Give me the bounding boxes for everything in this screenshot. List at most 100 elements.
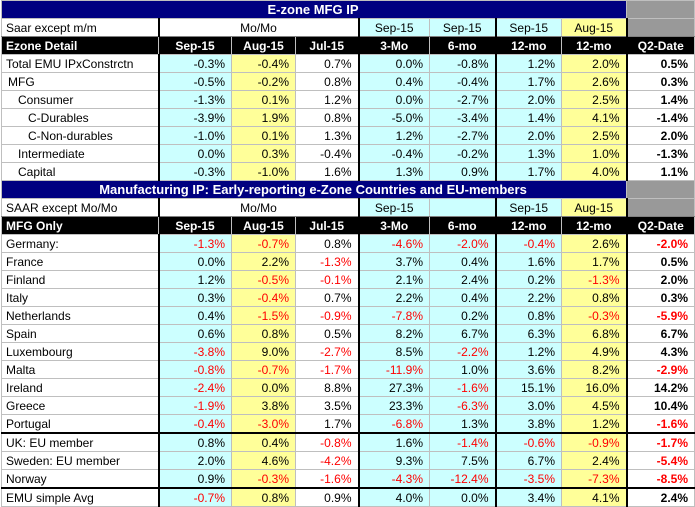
row-value: -1.7% — [295, 360, 360, 379]
row-value: 0.9% — [429, 162, 497, 181]
row-value: 14.2% — [626, 378, 695, 397]
row-label: EMU simple Avg — [1, 487, 160, 507]
row-value: -0.8% — [158, 360, 232, 379]
table-row: Netherlands 0.4% -1.5% -0.9% -7.8% 0.2% 0.8% -0… — [1, 306, 695, 325]
row-value: 0.1% — [231, 126, 296, 145]
row-value: -1.7% — [626, 432, 695, 452]
table-row: MFG -0.5% -0.2% 0.8% 0.4% -0.4% 1.7% 2.6% 0.3% — [1, 72, 695, 91]
row-value: 1.4% — [626, 90, 695, 109]
table-row: Italy 0.3% -0.4% 0.7% 2.2% 0.4% 2.2% 0.8% 0.3% — [1, 288, 695, 307]
row-value: 1.6% — [358, 432, 430, 452]
row-value: -0.3% — [231, 469, 296, 489]
row-value: 0.0% — [231, 378, 296, 397]
row-label: Finland — [1, 270, 160, 289]
row-value: 0.0% — [158, 252, 232, 271]
row-value: 0.4% — [429, 288, 497, 307]
row-value: 0.4% — [358, 72, 430, 91]
row-value: 2.5% — [561, 126, 628, 145]
row-value: -2.4% — [158, 378, 232, 397]
column-header: Aug-15 — [231, 216, 296, 235]
row-value: 2.2% — [231, 252, 296, 271]
row-value: 1.0% — [561, 144, 628, 163]
table-row: Capital -0.3% -1.0% 1.6% 1.3% 0.9% 1.7% 4.0% 1.1… — [1, 162, 695, 181]
row-value: -2.7% — [429, 90, 497, 109]
row-label: C-Non-durables — [1, 126, 160, 145]
row-value: -2.0% — [626, 234, 695, 253]
row-value: 4.9% — [561, 342, 628, 361]
row-value: 0.4% — [158, 306, 232, 325]
column-header: 6-mo — [429, 36, 497, 55]
row-label: Total EMU IPxConstrctn — [1, 54, 160, 73]
row-value: 3.5% — [295, 396, 360, 415]
row-value: -1.3% — [295, 252, 360, 271]
row-value: 2.2% — [358, 288, 430, 307]
row-value: 0.8% — [295, 72, 360, 91]
row-value: 6.7% — [495, 451, 562, 470]
header-12mo-date-2: Aug-15 — [561, 198, 628, 217]
row-value: -2.9% — [626, 360, 695, 379]
row-label: Germany: — [1, 234, 160, 253]
column-header: Q2-Date — [626, 216, 695, 235]
row-value: 6.7% — [626, 324, 695, 343]
row-value: 9.3% — [358, 451, 430, 470]
row-value: -0.5% — [231, 270, 296, 289]
row-value: 0.2% — [495, 270, 562, 289]
row-value: -0.4% — [495, 234, 562, 253]
table-row: Finland 1.2% -0.5% -0.1% 2.1% 2.4% 0.2% -1.3% 2.… — [1, 270, 695, 289]
row-value: -1.0% — [158, 126, 232, 145]
table-row: France 0.0% 2.2% -1.3% 3.7% 0.4% 1.6% 1.7% 0.5% — [1, 252, 695, 271]
row-value: 1.7% — [295, 414, 360, 434]
row-value: 0.8% — [295, 234, 360, 253]
row-value: 0.0% — [158, 144, 232, 163]
row-value: -1.6% — [626, 414, 695, 434]
row-value: 1.2% — [561, 414, 628, 434]
column-header: Jul-15 — [295, 216, 360, 235]
row-value: 2.6% — [561, 72, 628, 91]
row-value: -2.0% — [429, 234, 497, 253]
row-label: Spain — [1, 324, 160, 343]
column-header: Q2-Date — [626, 36, 695, 55]
row-label: Capital — [1, 162, 160, 181]
row-value: 4.3% — [626, 342, 695, 361]
row-label: Greece — [1, 396, 160, 415]
table-row: UK: EU member 0.8% 0.4% -0.8% 1.6% -1.4% -0.6%… — [1, 432, 695, 452]
header-6mo-date — [429, 198, 497, 217]
row-value: -0.3% — [158, 54, 232, 73]
row-value: 6.8% — [561, 324, 628, 343]
table-row: Greece -1.9% 3.8% 3.5% 23.3% -6.3% 3.0% 4.5% 10.… — [1, 396, 695, 415]
row-value: -1.3% — [158, 234, 232, 253]
row-value: 3.6% — [495, 360, 562, 379]
header-label: SAAR except Mo/Mo — [1, 198, 160, 217]
row-value: 6.3% — [495, 324, 562, 343]
column-header-label: Ezone Detail — [1, 36, 159, 55]
row-value: 0.1% — [231, 90, 296, 109]
header-3mo-date: Sep-15 — [358, 198, 430, 217]
row-value: -0.7% — [231, 234, 296, 253]
row-label: Malta — [1, 360, 160, 379]
row-value: 0.5% — [295, 324, 360, 343]
row-value: -3.9% — [158, 108, 232, 127]
row-value: 8.2% — [358, 324, 430, 343]
row-value: 2.0% — [626, 270, 695, 289]
row-value: -0.4% — [358, 144, 430, 163]
row-value: -6.8% — [358, 414, 430, 434]
row-value: 1.2% — [495, 342, 562, 361]
column-header-row: MFG Only Sep-15 Aug-15 Jul-15 3-Mo 6-mo 12-mo 1… — [1, 216, 695, 235]
row-value: 3.7% — [358, 252, 430, 271]
row-value: -7.8% — [358, 306, 430, 325]
row-value: 0.8% — [158, 432, 232, 452]
row-value: -0.4% — [429, 72, 497, 91]
table-row: Norway 0.9% -0.3% -1.6% -4.3% -12.4% -3.5% -7.3… — [1, 469, 695, 489]
row-value: 0.0% — [358, 54, 430, 73]
table-row: EMU simple Avg -0.7% 0.8% 0.9% 4.0% 0.0% 3.4% 4… — [1, 487, 695, 507]
row-value: 2.0% — [158, 451, 232, 470]
title-corner — [626, 0, 695, 19]
table-row: Total EMU IPxConstrctn -0.3% -0.4% 0.7% 0.0%… — [1, 54, 695, 73]
row-value: -0.4% — [158, 414, 232, 434]
row-value: 3.4% — [495, 487, 562, 507]
row-value: -11.9% — [358, 360, 430, 379]
header-12mo-date-2: Aug-15 — [561, 18, 628, 37]
row-value: 0.4% — [231, 432, 296, 452]
column-header: Aug-15 — [231, 36, 296, 55]
row-value: 10.4% — [626, 396, 695, 415]
